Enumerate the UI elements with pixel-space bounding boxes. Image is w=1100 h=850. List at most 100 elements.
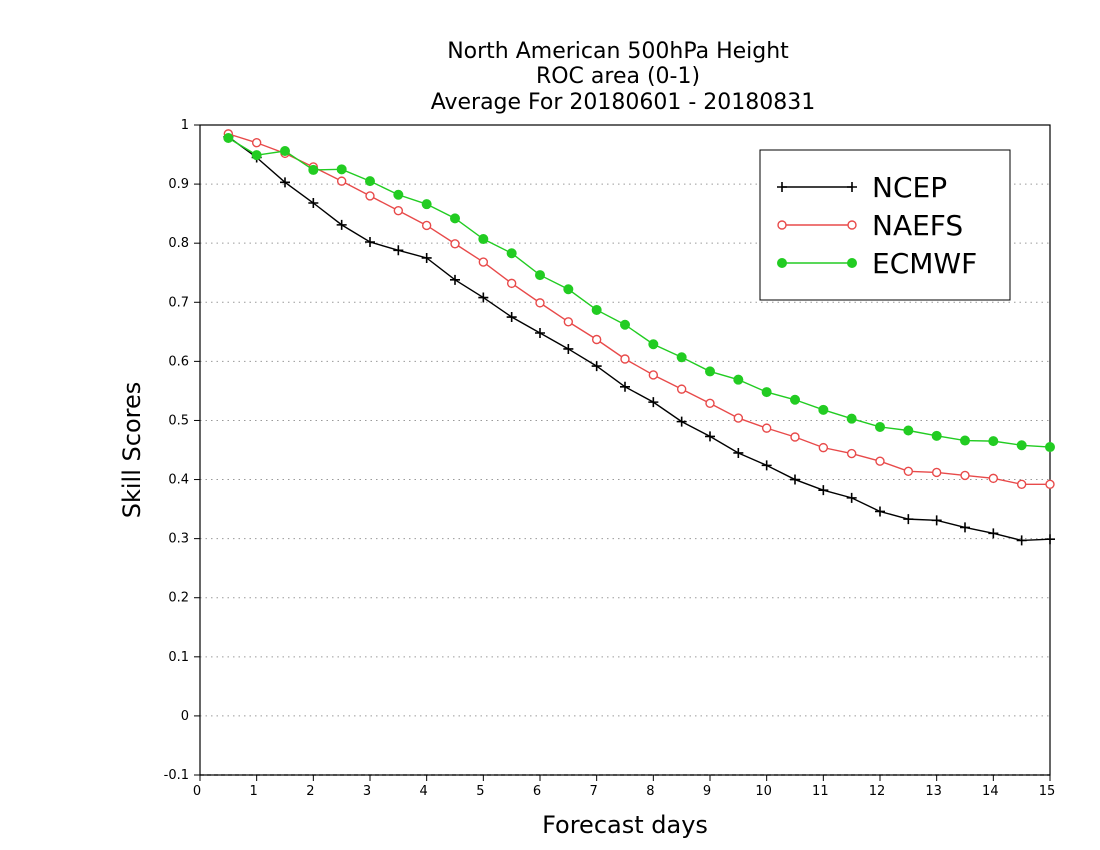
data-point-ecmwf bbox=[506, 248, 517, 259]
data-point-ecmwf bbox=[365, 176, 375, 187]
data-point-ecmwf bbox=[280, 146, 290, 156]
data-point-naefs bbox=[478, 257, 489, 267]
x-tick-label: 2 bbox=[306, 784, 314, 799]
data-point-naefs bbox=[761, 423, 772, 433]
series-ecmwf bbox=[223, 133, 1055, 453]
data-point-ecmwf bbox=[875, 421, 885, 432]
data-point-ncep bbox=[733, 447, 744, 458]
data-point-naefs bbox=[676, 384, 687, 394]
data-point-ncep bbox=[790, 474, 800, 485]
data-point-naefs bbox=[506, 278, 517, 289]
data-point-ecmwf bbox=[1045, 442, 1055, 453]
x-tick-label: 1 bbox=[250, 784, 258, 799]
data-point-naefs bbox=[875, 456, 885, 466]
y-tick-label: 0.7 bbox=[168, 295, 189, 310]
x-tick-label: 7 bbox=[590, 784, 598, 799]
data-point-ncep bbox=[620, 381, 630, 392]
data-point-ecmwf bbox=[705, 366, 715, 377]
x-tick-label: 11 bbox=[812, 784, 829, 799]
data-point-naefs bbox=[818, 442, 829, 453]
data-point-ncep bbox=[818, 485, 829, 496]
data-point-naefs bbox=[648, 370, 659, 380]
y-tick-label: 0.5 bbox=[168, 413, 189, 428]
data-point-naefs bbox=[1045, 479, 1055, 489]
y-tick-label: 0.6 bbox=[168, 354, 189, 369]
data-point-naefs bbox=[535, 298, 545, 308]
x-tick-label: 13 bbox=[925, 784, 942, 799]
data-point-ecmwf bbox=[818, 404, 829, 415]
legend-label-ecmwf: ECMWF bbox=[872, 247, 977, 280]
x-tick-label: 12 bbox=[869, 784, 886, 799]
x-tick-label: 10 bbox=[755, 784, 772, 799]
legend-marker-naefs bbox=[777, 220, 787, 230]
x-tick-label: 4 bbox=[420, 784, 428, 799]
x-tick-label: 15 bbox=[1039, 784, 1056, 799]
data-point-naefs bbox=[733, 413, 744, 423]
y-axis: -0.1 0 0.1 0.2 0.3 0.4 0.5 0.6 0.7 0.8 0.9 1 bbox=[164, 118, 200, 783]
data-point-naefs bbox=[450, 239, 460, 249]
legend-label-naefs: NAEFS bbox=[872, 209, 963, 242]
data-point-naefs bbox=[421, 220, 432, 231]
legend-marker-ecmwf bbox=[777, 258, 787, 268]
data-point-ncep bbox=[1016, 535, 1027, 546]
y-tick-label: 0.4 bbox=[168, 473, 189, 488]
data-point-ncep bbox=[988, 528, 999, 539]
data-point-naefs bbox=[393, 205, 404, 216]
legend-marker-naefs bbox=[847, 220, 857, 230]
data-point-ecmwf bbox=[421, 199, 432, 210]
data-point-ncep bbox=[535, 328, 545, 338]
data-point-naefs bbox=[336, 176, 347, 186]
x-tick-label: 14 bbox=[982, 784, 999, 799]
data-point-naefs bbox=[988, 473, 999, 484]
data-point-naefs bbox=[563, 317, 574, 327]
data-point-ecmwf bbox=[648, 339, 659, 350]
data-point-ncep bbox=[365, 237, 375, 247]
chart-title-line-1: North American 500hPa Height bbox=[447, 39, 789, 64]
data-point-naefs bbox=[903, 466, 914, 476]
data-point-ncep bbox=[336, 219, 347, 230]
data-point-ecmwf bbox=[1016, 440, 1027, 451]
data-point-naefs bbox=[931, 467, 942, 478]
data-point-naefs bbox=[705, 398, 715, 409]
legend-marker-ecmwf bbox=[847, 258, 857, 268]
data-point-ecmwf bbox=[450, 213, 460, 224]
chart-title-line-3: Average For 20180601 - 20180831 bbox=[431, 90, 816, 115]
data-point-ncep bbox=[846, 492, 857, 503]
data-point-ecmwf bbox=[591, 304, 602, 315]
data-point-ncep bbox=[1045, 534, 1055, 545]
series-line-naefs bbox=[228, 133, 1050, 485]
data-point-ecmwf bbox=[478, 234, 489, 245]
data-point-ecmwf bbox=[931, 430, 942, 441]
data-point-naefs bbox=[960, 470, 970, 481]
data-point-ncep bbox=[280, 177, 290, 188]
y-tick-label: 0.9 bbox=[168, 177, 189, 192]
data-point-ecmwf bbox=[393, 189, 404, 200]
y-axis-label: Skill Scores bbox=[118, 382, 146, 519]
data-point-naefs bbox=[251, 138, 262, 148]
data-point-ncep bbox=[591, 361, 602, 372]
data-point-ecmwf bbox=[535, 270, 545, 281]
data-point-naefs bbox=[620, 354, 630, 364]
data-point-ecmwf bbox=[790, 394, 800, 405]
data-point-ncep bbox=[875, 506, 885, 517]
data-point-ecmwf bbox=[903, 425, 914, 436]
y-tick-label: 1 bbox=[181, 118, 189, 133]
data-point-ncep bbox=[393, 245, 404, 256]
series-naefs bbox=[223, 129, 1055, 489]
data-point-ncep bbox=[761, 460, 772, 471]
data-point-ncep bbox=[960, 522, 970, 533]
data-point-ncep bbox=[705, 431, 715, 442]
x-tick-label: 0 bbox=[193, 784, 201, 799]
data-point-naefs bbox=[591, 334, 602, 345]
x-tick-label: 9 bbox=[703, 784, 711, 799]
y-tick-label: 0 bbox=[181, 709, 189, 724]
data-point-ecmwf bbox=[223, 133, 234, 143]
data-point-ecmwf bbox=[620, 319, 630, 330]
y-tick-label: 0.1 bbox=[168, 650, 189, 665]
y-tick-label: 0.2 bbox=[168, 591, 189, 606]
data-point-ecmwf bbox=[733, 374, 744, 385]
data-point-ecmwf bbox=[761, 387, 772, 398]
data-point-ncep bbox=[308, 198, 319, 208]
data-point-ncep bbox=[648, 397, 659, 408]
